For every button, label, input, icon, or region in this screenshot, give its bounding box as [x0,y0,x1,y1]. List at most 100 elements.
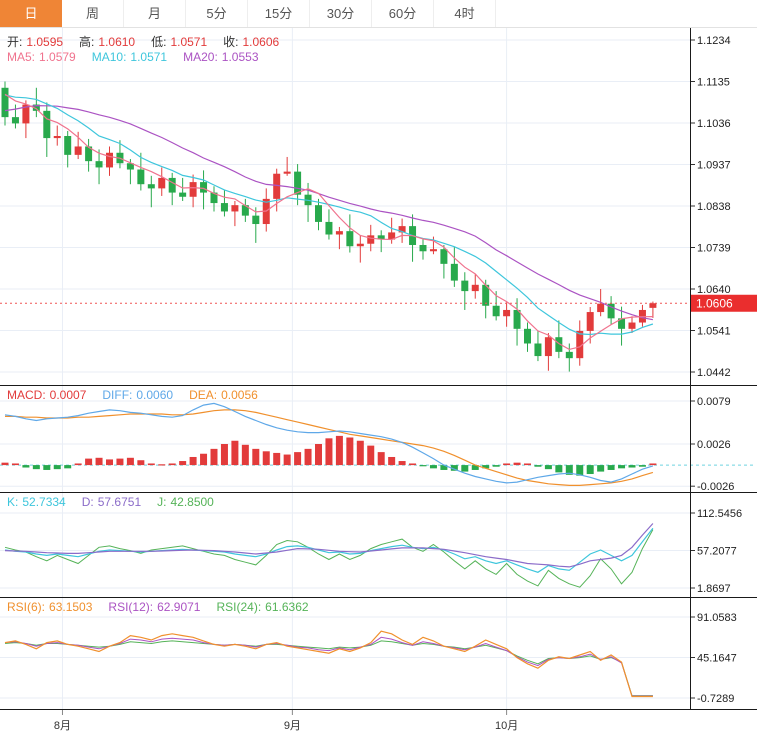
legend-macd-item: MACD: 0.0007 [7,388,90,402]
candle[interactable] [252,207,260,243]
legend-value: 1.0579 [39,50,76,64]
legend-label: DEA: [189,388,218,402]
legend-ma-item: MA10: 1.0571 [92,50,171,64]
candle[interactable] [607,296,615,325]
legend-value: 1.0610 [98,35,136,49]
candle[interactable] [534,330,542,362]
candle[interactable] [544,333,552,371]
main-price-axis: 1.1234 1.1135 1.1036 1.0937 1.0838 1.0739 1.06… [690,35,731,379]
legend-value: 1.0595 [26,35,64,49]
ma5-line [4,93,653,351]
legend-rsi-item: RSI(6): 63.1503 [7,600,96,614]
candle[interactable] [335,226,343,250]
candle[interactable] [95,149,103,185]
legend-ma-item: MA20: 1.0553 [183,50,262,64]
candle[interactable] [158,167,166,196]
axis-label: 57.2077 [697,546,737,558]
candle[interactable] [231,200,239,227]
candle[interactable] [147,175,155,208]
candle[interactable] [628,316,636,334]
candle[interactable] [513,298,521,346]
candle[interactable] [618,306,626,346]
legend-label: RSI(12): [108,600,154,614]
x-axis-label: 10月 [495,720,518,732]
candle[interactable] [283,156,291,176]
legend-label: MA20: [183,50,218,64]
candle[interactable] [189,174,197,208]
legend-value: 63.1503 [49,600,93,614]
legend-macd-item: DIFF: 0.0060 [102,388,177,402]
candle[interactable] [85,138,93,172]
candle[interactable] [106,146,113,176]
candle[interactable] [565,343,573,372]
legend-kdj-item: J: 42.8500 [157,495,218,509]
candle[interactable] [53,125,61,146]
gridlines [0,28,690,709]
candle[interactable] [220,190,228,217]
legend-value: 0.0060 [136,388,174,402]
legend-label: MA10: [91,50,127,64]
candle[interactable] [471,274,479,299]
candle[interactable] [440,244,448,279]
candle[interactable] [315,198,322,231]
candle[interactable] [74,131,82,160]
candle[interactable] [137,152,145,191]
axis-label: 1.0541 [697,325,731,337]
legend-label: DIFF: [102,388,133,402]
candle[interactable] [168,172,176,206]
svg-text:1.0606: 1.0606 [696,296,733,310]
candle[interactable] [398,218,406,243]
rsi-legend: RSI(6): 63.1503 RSI(12): 62.9071 RSI(24): 61.… [7,600,325,614]
candle[interactable] [419,238,427,260]
tab-15分[interactable]: 15分 [248,0,310,27]
candle[interactable] [273,168,281,212]
candle[interactable] [294,164,302,206]
candle[interactable] [241,198,249,222]
candle[interactable] [450,247,458,287]
tab-60分[interactable]: 60分 [372,0,434,27]
candlesticks[interactable] [1,81,657,372]
chart-background [0,28,757,737]
diff-line [4,402,654,484]
axis-label: 112.5456 [697,508,742,520]
legend-value: 42.8500 [170,495,214,509]
candle[interactable] [43,102,51,157]
candle[interactable] [32,87,40,118]
tab-4时[interactable]: 4时 [434,0,496,27]
candle[interactable] [482,279,490,319]
candle[interactable] [1,81,9,126]
candle[interactable] [461,272,469,310]
j-line [4,529,654,588]
candle[interactable] [649,301,657,318]
tab-日[interactable]: 日 [0,0,62,27]
candle[interactable] [64,130,72,168]
macd-legend: MACD: 0.0007 DIFF: 0.0060 DEA: 0.0056 [7,388,274,402]
axis-label: 1.0442 [697,367,731,379]
tab-周[interactable]: 周 [62,0,124,27]
tab-30分[interactable]: 30分 [310,0,372,27]
tab-月[interactable]: 月 [124,0,186,27]
last-price-badge: 1.0606 [691,294,757,312]
legend-label: J: [157,495,167,509]
candle[interactable] [356,235,364,263]
legend-value: 61.6362 [265,600,309,614]
macd-axis: 0.0079 0.0026 -0.0026 [690,396,734,493]
candle[interactable] [210,186,218,212]
kdj-axis: 112.5456 57.2077 1.8697 [690,508,742,595]
candle[interactable] [179,177,187,201]
candle[interactable] [524,322,531,352]
legend-rsi-item: RSI(24): 61.6362 [216,600,312,614]
candle[interactable] [503,302,511,327]
timeframe-tabs: 日周月 5分 15分 30分 60分 4时 [0,0,757,28]
candle[interactable] [576,320,584,366]
candle[interactable] [377,230,385,253]
candle[interactable] [346,214,354,253]
tab-5分[interactable]: 5分 [186,0,248,27]
candle[interactable] [555,320,563,359]
axis-label: 1.8697 [697,583,731,595]
candle[interactable] [200,170,208,210]
axis-label: 1.0640 [697,284,731,296]
candle[interactable] [325,209,333,240]
legend-ma-item: MA5: 1.0579 [7,50,80,64]
chart-canvas[interactable]: 1.0606 1.1234 1.1135 1.1036 1.0937 1.0838 1.07… [0,28,757,737]
